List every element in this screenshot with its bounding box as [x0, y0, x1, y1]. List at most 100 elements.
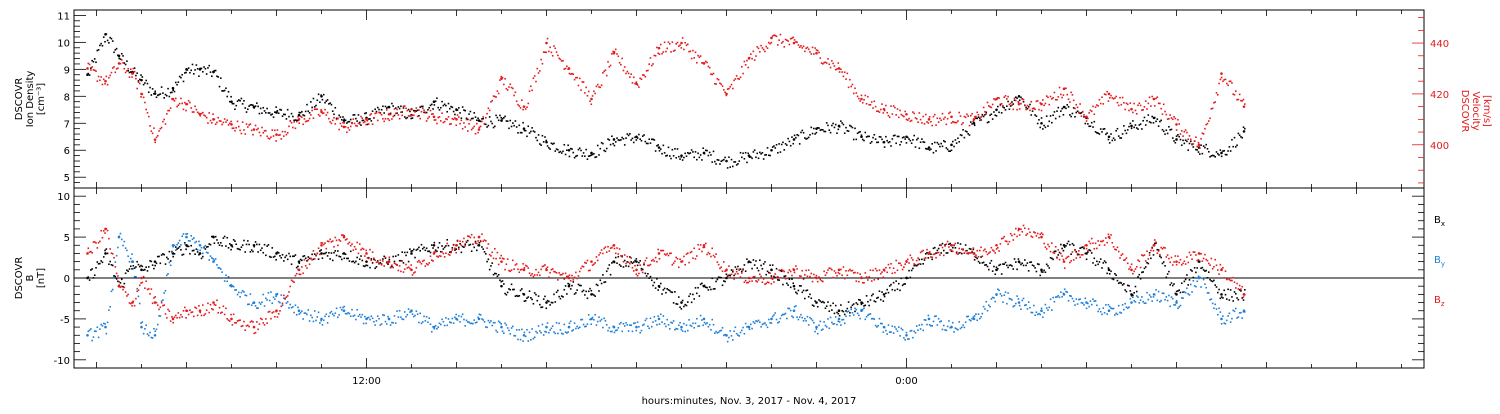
data-point	[587, 95, 589, 97]
data-point	[140, 326, 143, 329]
data-point	[526, 106, 528, 108]
data-point	[171, 92, 173, 94]
data-point	[964, 327, 966, 329]
data-point	[1230, 150, 1232, 152]
data-point	[300, 274, 302, 276]
data-point	[275, 252, 278, 255]
data-point	[661, 153, 663, 155]
data-point	[625, 73, 627, 75]
data-point	[374, 108, 376, 110]
data-point	[627, 324, 629, 326]
data-point	[262, 107, 264, 109]
data-point	[216, 239, 218, 241]
data-point	[466, 320, 468, 322]
data-point	[924, 123, 926, 125]
top-left-tick-label: 8	[64, 92, 70, 103]
data-point	[497, 252, 499, 254]
data-point	[283, 295, 285, 297]
data-point	[1003, 107, 1005, 109]
data-point	[575, 272, 577, 274]
data-point	[512, 88, 514, 90]
data-point	[1043, 243, 1045, 245]
data-point	[198, 75, 200, 77]
data-point	[428, 317, 430, 319]
data-point	[915, 146, 917, 148]
data-point	[736, 271, 738, 273]
data-point	[418, 247, 420, 249]
data-point	[535, 81, 537, 83]
data-point	[663, 289, 665, 291]
data-point	[606, 324, 608, 326]
data-point	[212, 309, 214, 311]
data-point	[1141, 128, 1143, 130]
data-point	[1130, 301, 1133, 304]
data-point	[760, 326, 762, 328]
data-point	[902, 269, 904, 271]
data-point	[117, 67, 119, 69]
data-point	[823, 271, 825, 273]
data-point	[754, 322, 756, 324]
data-point	[372, 251, 374, 253]
data-point	[717, 261, 719, 263]
data-point	[488, 107, 490, 109]
data-point	[292, 116, 294, 118]
data-point	[545, 42, 548, 45]
data-point	[265, 318, 267, 320]
data-point	[1109, 97, 1111, 99]
data-point	[947, 149, 949, 151]
data-point	[540, 59, 542, 61]
data-point	[960, 115, 962, 117]
data-point	[251, 130, 253, 132]
data-point	[1039, 275, 1041, 277]
data-point	[1052, 97, 1054, 99]
data-point	[957, 253, 959, 255]
data-point	[1019, 108, 1021, 110]
data-point	[499, 79, 501, 81]
data-point	[750, 53, 752, 55]
data-point	[500, 323, 502, 325]
data-point	[210, 304, 212, 306]
data-point	[796, 293, 798, 295]
data-point	[194, 106, 196, 108]
data-point	[1105, 304, 1107, 306]
data-point	[1061, 108, 1063, 110]
data-point	[931, 259, 933, 261]
data-point	[464, 110, 466, 112]
data-point	[840, 304, 842, 306]
data-point	[1085, 252, 1088, 255]
data-point	[301, 111, 303, 113]
data-point	[1064, 267, 1066, 269]
data-point	[453, 322, 455, 324]
data-point	[1038, 109, 1040, 111]
data-point	[562, 60, 564, 62]
data-point	[638, 326, 640, 328]
data-point	[1216, 264, 1218, 266]
data-point	[872, 137, 874, 139]
data-point	[1075, 298, 1077, 300]
data-point	[1196, 146, 1198, 148]
bottom-left-tick-label: 5	[64, 233, 70, 244]
data-point	[534, 274, 536, 276]
data-point	[457, 240, 459, 242]
data-point	[262, 132, 264, 134]
data-point	[769, 264, 771, 266]
data-point	[184, 102, 186, 104]
data-point	[422, 321, 424, 323]
data-point	[117, 247, 119, 249]
data-point	[758, 270, 760, 272]
data-point	[1140, 105, 1142, 107]
data-point	[324, 102, 326, 104]
data-point	[1229, 299, 1231, 301]
data-point	[791, 278, 793, 280]
data-point	[1169, 284, 1171, 286]
data-point	[991, 113, 993, 115]
data-point	[316, 316, 318, 318]
data-point	[1024, 259, 1026, 261]
top-left-tick-label: 5	[64, 173, 70, 184]
data-point	[991, 247, 993, 249]
data-point	[337, 250, 339, 252]
data-point	[430, 255, 432, 257]
data-point	[688, 319, 690, 321]
data-point	[1166, 256, 1168, 258]
data-point	[149, 293, 151, 295]
